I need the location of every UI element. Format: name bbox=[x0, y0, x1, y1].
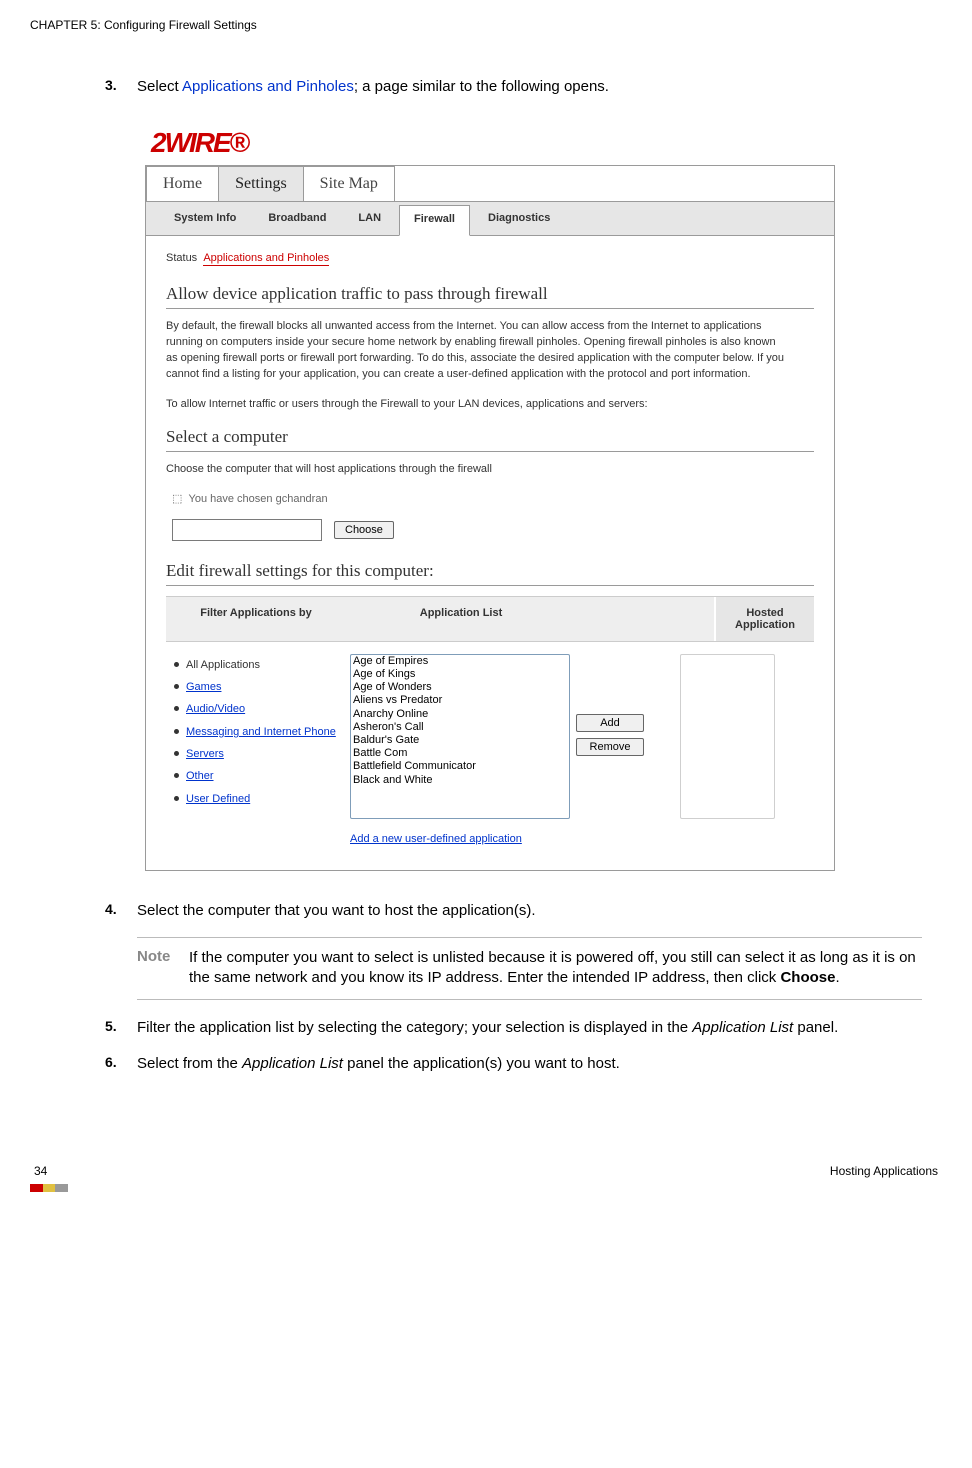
sub-tabs: System Info Broadband LAN Firewall Diagn… bbox=[146, 202, 834, 236]
filter-audio-video[interactable]: Audio/Video bbox=[186, 703, 245, 715]
filter-all[interactable]: All Applications bbox=[186, 659, 260, 671]
filter-user-defined[interactable]: User Defined bbox=[186, 793, 250, 805]
step-number: 4. bbox=[105, 901, 137, 921]
step-text: Filter the application list by selecting… bbox=[137, 1018, 922, 1038]
hosted-application-list[interactable] bbox=[680, 654, 775, 819]
step-5: 5. Filter the application list by select… bbox=[105, 1018, 922, 1038]
note-label: Note bbox=[137, 948, 189, 989]
remove-button[interactable]: Remove bbox=[576, 738, 644, 756]
note-block: Note If the computer you want to select … bbox=[137, 937, 922, 1000]
step-6: 6. Select from the Application List pane… bbox=[105, 1054, 922, 1074]
add-user-defined-link[interactable]: Add a new user-defined application bbox=[350, 833, 522, 845]
explain-text-2: To allow Internet traffic or users throu… bbox=[166, 397, 786, 413]
tab-home[interactable]: Home bbox=[146, 166, 219, 201]
step-number: 3. bbox=[105, 77, 137, 97]
computer-icon: ⬚ bbox=[172, 493, 182, 505]
tab-sitemap[interactable]: Site Map bbox=[303, 166, 395, 201]
note-text: If the computer you want to select is un… bbox=[189, 948, 922, 989]
subtab-broadband[interactable]: Broadband bbox=[254, 202, 340, 235]
subtab-firewall[interactable]: Firewall bbox=[399, 205, 470, 236]
th-applist: Application List bbox=[346, 597, 576, 641]
heading-allow-traffic: Allow device application traffic to pass… bbox=[166, 284, 814, 309]
th-hosted: Hosted Application bbox=[714, 597, 814, 641]
step-text: Select the computer that you want to hos… bbox=[137, 901, 922, 921]
tab-settings[interactable]: Settings bbox=[218, 166, 304, 201]
step-number: 5. bbox=[105, 1018, 137, 1038]
subtab-system-info[interactable]: System Info bbox=[160, 202, 250, 235]
ip-input[interactable] bbox=[172, 519, 322, 541]
step-text: Select from the Application List panel t… bbox=[137, 1054, 922, 1074]
applications-pinholes-link: Applications and Pinholes bbox=[182, 78, 354, 95]
th-filter: Filter Applications by bbox=[166, 597, 346, 641]
chosen-computer: ⬚ You have chosen gchandran bbox=[172, 492, 814, 505]
subtab-diagnostics[interactable]: Diagnostics bbox=[474, 202, 564, 235]
breadcrumb-current[interactable]: Applications and Pinholes bbox=[203, 252, 329, 266]
step-text: Select Applications and Pinholes; a page… bbox=[137, 77, 922, 97]
table-header: Filter Applications by Application List … bbox=[166, 596, 814, 642]
explain-text-1: By default, the firewall blocks all unwa… bbox=[166, 319, 786, 383]
footer-color-bar bbox=[30, 1184, 68, 1192]
application-list[interactable]: Age of Empires Age of Kings Age of Wonde… bbox=[350, 654, 570, 819]
filter-games[interactable]: Games bbox=[186, 681, 221, 693]
chapter-header: CHAPTER 5: Configuring Firewall Settings bbox=[30, 18, 942, 32]
step-3: 3. Select Applications and Pinholes; a p… bbox=[105, 77, 922, 97]
filter-servers[interactable]: Servers bbox=[186, 748, 224, 760]
explain-text-3: Choose the computer that will host appli… bbox=[166, 462, 786, 478]
heading-edit-settings: Edit firewall settings for this computer… bbox=[166, 561, 814, 586]
subtab-lan[interactable]: LAN bbox=[344, 202, 395, 235]
page-footer: 34 Hosting Applications bbox=[30, 1164, 942, 1178]
breadcrumb: Status Applications and Pinholes bbox=[166, 252, 814, 264]
main-tabs: Home Settings Site Map bbox=[146, 166, 834, 202]
filter-other[interactable]: Other bbox=[186, 770, 214, 782]
step-4: 4. Select the computer that you want to … bbox=[105, 901, 922, 921]
firewall-screenshot: 2WIRE® Home Settings Site Map System Inf… bbox=[145, 127, 835, 871]
filter-list: All Applications Games Audio/Video Messa… bbox=[172, 654, 340, 810]
page-number: 34 bbox=[34, 1164, 47, 1178]
footer-section: Hosting Applications bbox=[830, 1164, 938, 1178]
logo-2wire: 2WIRE® bbox=[145, 127, 835, 159]
filter-messaging[interactable]: Messaging and Internet Phone bbox=[186, 726, 336, 738]
heading-select-computer: Select a computer bbox=[166, 427, 814, 452]
step-number: 6. bbox=[105, 1054, 137, 1074]
choose-button[interactable]: Choose bbox=[334, 521, 394, 539]
add-button[interactable]: Add bbox=[576, 714, 644, 732]
